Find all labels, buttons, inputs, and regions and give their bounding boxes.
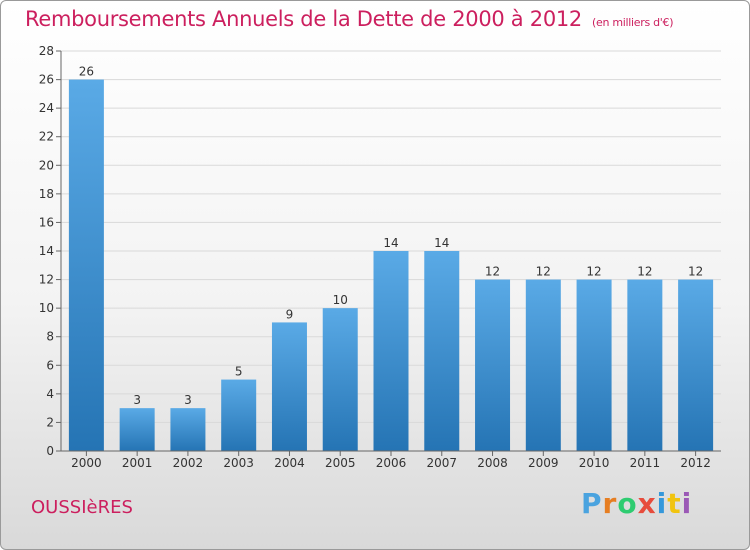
- bar: [424, 251, 460, 451]
- y-tick-label: 22: [39, 130, 54, 144]
- x-tick-label: 2006: [376, 456, 407, 470]
- bar: [119, 408, 155, 451]
- y-tick-label: 6: [46, 358, 54, 372]
- bar: [221, 379, 257, 451]
- y-tick-label: 4: [46, 387, 54, 401]
- data-label: 12: [485, 265, 500, 279]
- data-label: 9: [286, 307, 294, 321]
- data-label: 26: [79, 65, 94, 79]
- logo-letter: r: [602, 487, 618, 520]
- logo-letter: i: [656, 487, 668, 520]
- y-tick-label: 8: [46, 330, 54, 344]
- x-tick-label: 2003: [223, 456, 254, 470]
- logo-letter: P: [581, 487, 603, 520]
- x-tick-label: 2000: [71, 456, 102, 470]
- x-tick-label: 2008: [477, 456, 508, 470]
- y-tick-label: 16: [39, 215, 54, 229]
- bar: [271, 322, 307, 451]
- y-tick-label: 18: [39, 187, 54, 201]
- y-tick-label: 10: [39, 301, 54, 315]
- chart-subtitle: (en milliers d'€): [592, 16, 674, 29]
- logo-letter: o: [617, 487, 638, 520]
- logo-letter: i: [681, 487, 693, 520]
- bar: [525, 279, 561, 451]
- x-tick-label: 2007: [426, 456, 457, 470]
- data-label: 10: [333, 293, 348, 307]
- data-label: 12: [637, 265, 652, 279]
- bar: [373, 251, 409, 451]
- x-tick-label: 2005: [325, 456, 356, 470]
- town-name: OUSSIèRES: [31, 497, 133, 518]
- bar: [475, 279, 511, 451]
- data-label: 14: [383, 236, 398, 250]
- y-tick-label: 20: [39, 158, 54, 172]
- x-tick-label: 2004: [274, 456, 305, 470]
- data-label: 12: [536, 265, 551, 279]
- chart-title-text: Remboursements Annuels de la Dette de 20…: [25, 7, 582, 31]
- y-tick-label: 12: [39, 273, 54, 287]
- data-label: 12: [586, 265, 601, 279]
- y-tick-label: 2: [46, 415, 54, 429]
- data-label: 3: [184, 393, 192, 407]
- logo-letter: x: [637, 487, 657, 520]
- axes: [56, 50, 721, 456]
- x-tick-label: 2011: [630, 456, 661, 470]
- proxiti-logo[interactable]: Proxiti: [581, 487, 692, 520]
- chart-title: Remboursements Annuels de la Dette de 20…: [25, 7, 673, 31]
- y-tick-label: 28: [39, 44, 54, 58]
- bar: [322, 308, 358, 451]
- y-tick-label: 0: [46, 444, 54, 458]
- bar: [678, 279, 714, 451]
- x-tick-label: 2012: [680, 456, 711, 470]
- bar: [170, 408, 206, 451]
- x-tick-label: 2001: [122, 456, 153, 470]
- labels: 0246810121416182022242628262000320013200…: [39, 44, 711, 470]
- x-tick-label: 2002: [173, 456, 204, 470]
- logo-letter: t: [667, 487, 682, 520]
- bar: [68, 79, 104, 452]
- x-tick-label: 2009: [528, 456, 559, 470]
- bar: [576, 279, 612, 451]
- data-label: 5: [235, 365, 243, 379]
- data-label: 12: [688, 265, 703, 279]
- bar: [627, 279, 663, 451]
- data-label: 3: [133, 393, 141, 407]
- data-label: 14: [434, 236, 449, 250]
- y-tick-label: 14: [39, 244, 54, 258]
- y-tick-label: 26: [39, 73, 54, 87]
- x-tick-label: 2010: [579, 456, 610, 470]
- y-tick-label: 24: [39, 101, 54, 115]
- bars: [68, 79, 714, 452]
